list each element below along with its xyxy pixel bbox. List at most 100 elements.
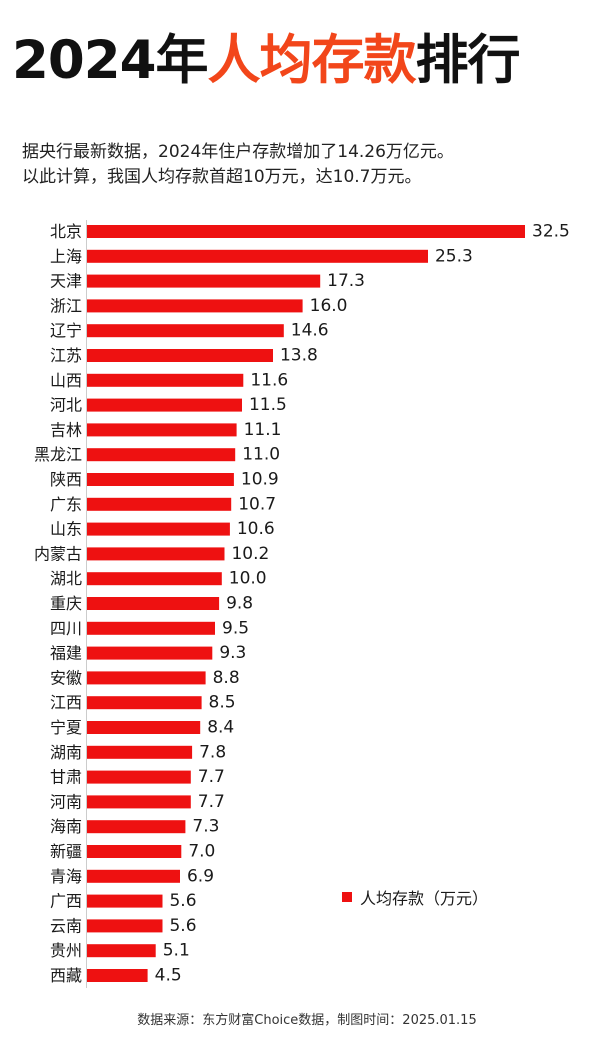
value-label: 8.4: [207, 718, 234, 738]
bar: [87, 621, 215, 635]
bar: [87, 274, 321, 288]
category-label: 西藏: [50, 966, 82, 985]
value-label: 8.8: [213, 668, 240, 688]
value-label: 17.3: [327, 271, 365, 291]
category-label: 新疆: [50, 842, 82, 861]
category-label: 黑龙江: [34, 445, 82, 464]
title-accent: 人均存款: [207, 30, 417, 91]
value-label: 5.1: [163, 941, 190, 961]
category-label: 海南: [50, 817, 82, 836]
value-label: 32.5: [532, 222, 570, 242]
bar: [87, 572, 222, 586]
bar: [87, 522, 230, 536]
value-label: 9.5: [222, 618, 249, 638]
category-label: 辽宁: [50, 321, 82, 340]
value-label: 5.6: [169, 891, 196, 911]
category-label: 河北: [50, 396, 82, 415]
category-label: 江苏: [50, 346, 82, 365]
value-label: 11.6: [250, 370, 288, 390]
data-source-note: 数据来源：东方财富Choice数据，制图时间：2025.01.15: [137, 1013, 477, 1028]
value-label: 13.8: [280, 346, 318, 366]
category-label: 宁夏: [50, 718, 82, 737]
value-label: 10.7: [238, 494, 276, 514]
value-label: 25.3: [435, 246, 473, 266]
value-label: 4.5: [155, 966, 182, 986]
value-label: 10.6: [237, 519, 275, 539]
category-label: 吉林: [50, 420, 82, 439]
bar: [87, 225, 525, 238]
bar: [87, 547, 225, 561]
category-label: 山西: [50, 371, 82, 390]
bar: [87, 671, 206, 685]
value-label: 16.0: [310, 296, 348, 316]
subtitle-line-2: 以此计算，我国人均存款首超10万元，达10.7万元。: [22, 167, 422, 187]
legend-swatch: [342, 892, 352, 902]
category-label: 广东: [50, 495, 82, 514]
category-label: 贵州: [50, 941, 82, 960]
value-label: 8.5: [209, 693, 236, 713]
category-label: 安徽: [50, 668, 82, 687]
legend-label: 人均存款（万元）: [360, 889, 489, 908]
subtitle-line-1: 据央行最新数据，2024年住户存款增加了14.26万亿元。: [22, 142, 454, 162]
bar: [87, 869, 180, 883]
category-label: 广西: [50, 892, 82, 911]
category-label: 山东: [50, 520, 82, 539]
value-label: 9.8: [226, 594, 253, 614]
value-label: 6.9: [187, 866, 214, 886]
bar: [87, 795, 191, 809]
chart-title: 2024年人均存款排行: [12, 28, 521, 94]
bar: [87, 423, 237, 437]
value-label: 5.6: [169, 916, 196, 936]
category-label: 北京: [50, 222, 82, 241]
category-label: 陕西: [50, 470, 82, 489]
category-label: 内蒙古: [34, 544, 82, 563]
bar: [87, 646, 213, 660]
title-year: 2024年: [12, 30, 209, 91]
bar: [87, 969, 148, 982]
chart-subtitle: 据央行最新数据，2024年住户存款增加了14.26万亿元。 以此计算，我国人均存…: [22, 140, 454, 190]
bar: [87, 770, 191, 784]
bar: [87, 845, 182, 858]
value-label: 7.8: [199, 742, 226, 762]
bar: [87, 919, 163, 933]
bar: [87, 497, 232, 511]
category-label: 福建: [50, 644, 82, 663]
bar-chart: 北京 32.5 上海 25.3 天津 17.3 浙江 16.0 辽宁 14.6 江苏 13.8 山西 11…: [34, 220, 570, 988]
value-label: 7.3: [192, 817, 219, 837]
category-label: 河南: [50, 792, 82, 811]
value-label: 11.0: [242, 445, 280, 465]
value-label: 10.2: [231, 544, 269, 564]
bar: [87, 299, 303, 313]
value-label: 7.0: [188, 842, 215, 862]
category-label: 青海: [50, 867, 82, 886]
bar: [87, 894, 163, 908]
value-label: 7.7: [198, 767, 225, 787]
value-label: 14.6: [291, 321, 329, 341]
category-label: 重庆: [50, 594, 82, 613]
bar: [87, 721, 201, 734]
bar: [87, 597, 220, 610]
bar: [87, 944, 156, 958]
bar: [87, 373, 244, 387]
value-label: 9.3: [219, 643, 246, 663]
value-label: 11.5: [249, 395, 287, 415]
bar: [87, 745, 193, 759]
bar: [87, 249, 428, 263]
bar: [87, 398, 242, 412]
category-label: 甘肃: [50, 768, 82, 787]
legend: 人均存款（万元）: [342, 885, 488, 909]
bar: [87, 324, 284, 338]
category-label: 湖北: [50, 569, 82, 588]
title-tail: 排行: [415, 30, 521, 91]
category-label: 天津: [50, 272, 82, 291]
value-label: 7.7: [198, 792, 225, 812]
bar: [87, 349, 273, 362]
category-label: 四川: [50, 619, 82, 638]
category-label: 浙江: [50, 296, 82, 315]
category-label: 云南: [50, 916, 82, 935]
category-label: 湖南: [50, 743, 82, 762]
bar: [87, 820, 186, 834]
value-label: 10.9: [241, 470, 279, 490]
bar: [87, 448, 236, 462]
category-label: 江西: [50, 693, 82, 712]
